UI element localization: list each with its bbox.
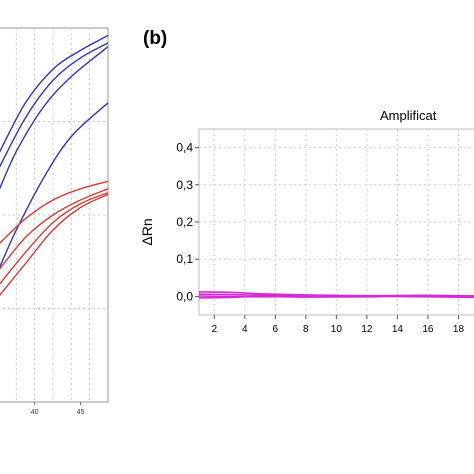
series-line-1 <box>0 34 109 153</box>
panel-b-y-axis-label: ΔRn <box>139 218 155 245</box>
panel-b-title: Amplificat <box>380 108 437 123</box>
panel-b-y-ticks: 0,4 0,3 0,2 0,1 0,0 <box>176 141 199 303</box>
series-line-8 <box>0 193 109 296</box>
y-tick-label: 0,4 <box>176 141 193 155</box>
y-tick-label: 0,3 <box>176 178 193 192</box>
panel-b-series <box>198 291 474 299</box>
panel-b-x-ticks: 2 4 6 8 10 12 14 16 18 <box>211 315 464 335</box>
x-tick-label: 40 <box>31 409 39 416</box>
y-tick-label: 0,1 <box>176 252 193 266</box>
panel-a: 40 45 <box>0 27 109 416</box>
series-line-2 <box>0 42 109 168</box>
series-line-6 <box>0 188 109 270</box>
series-line-7 <box>0 191 109 285</box>
y-tick-label: 0,0 <box>176 289 193 303</box>
x-tick-label: 6 <box>273 324 279 335</box>
x-tick-label: 45 <box>77 409 85 416</box>
panel-b-label: (b) <box>143 28 167 49</box>
x-tick-label: 18 <box>453 324 465 335</box>
series-line-4 <box>198 294 474 299</box>
x-tick-label: 4 <box>242 324 248 335</box>
x-tick-label: 2 <box>211 324 217 335</box>
x-tick-label: 14 <box>392 324 404 335</box>
x-tick-label: 12 <box>361 324 373 335</box>
x-tick-label: 16 <box>422 324 434 335</box>
series-line-5 <box>0 180 109 244</box>
panel-a-series <box>0 34 109 296</box>
panel-a-x-ticks: 40 45 <box>31 402 85 416</box>
x-tick-label: 10 <box>331 324 343 335</box>
panel-a-grid <box>0 28 108 402</box>
series-line-3 <box>0 46 109 190</box>
panel-b: (b) Amplificat 0,4 0,3 0,2 0,1 0,0 2 4 6 8 10 12 1… <box>139 28 474 335</box>
x-tick-label: 8 <box>303 324 309 335</box>
series-line-4 <box>0 102 109 269</box>
y-tick-label: 0,2 <box>176 215 193 229</box>
